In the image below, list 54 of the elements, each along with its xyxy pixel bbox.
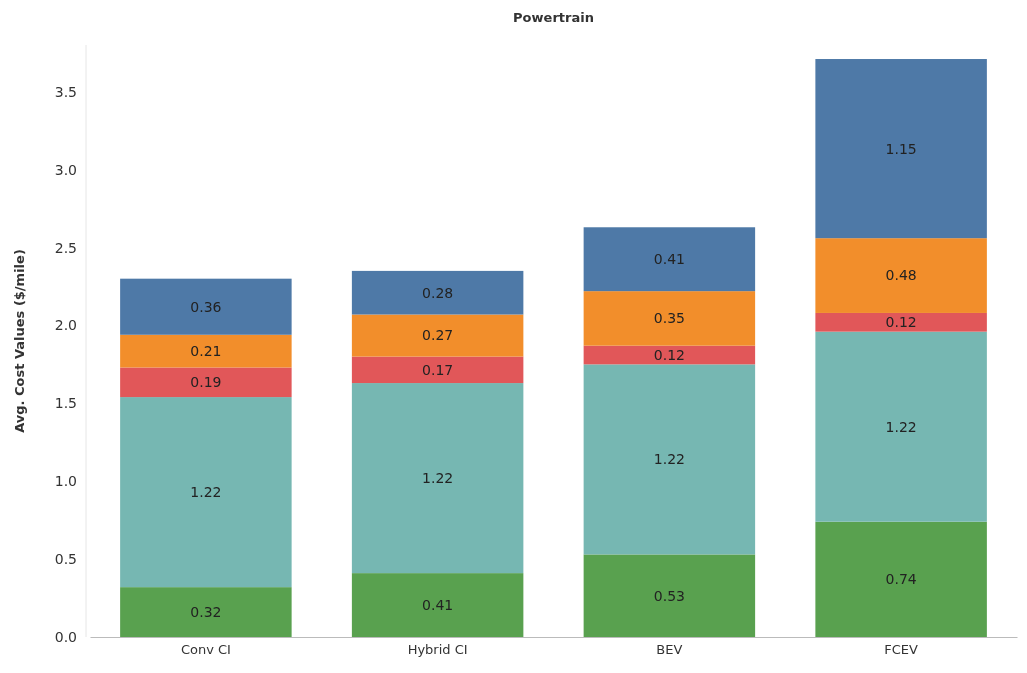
data-label: 1.22 — [190, 484, 222, 501]
bar — [815, 59, 987, 239]
data-label: 0.48 — [885, 267, 917, 284]
data-label: 1.22 — [422, 469, 454, 486]
bar — [351, 573, 524, 637]
bar — [120, 587, 292, 637]
y-tick-label: 0.0 — [54, 628, 77, 645]
bar — [120, 367, 292, 398]
data-label: 0.27 — [422, 327, 454, 344]
y-tick-label: 2.0 — [54, 317, 77, 334]
data-label: 1.22 — [885, 418, 917, 435]
x-tick-label: Hybrid CI — [407, 642, 468, 658]
chart-title: Powertrain — [513, 10, 594, 25]
bar — [351, 356, 524, 384]
bar — [120, 334, 292, 368]
bar — [815, 521, 987, 637]
y-tick-label: 3.5 — [54, 83, 77, 100]
bar — [583, 291, 756, 346]
bar — [815, 238, 987, 313]
bar — [583, 345, 756, 365]
data-label: 0.12 — [885, 314, 917, 331]
data-label: 0.35 — [653, 310, 685, 327]
x-tick-label: FCEV — [884, 642, 919, 658]
data-label: 0.17 — [422, 361, 454, 378]
data-label: 0.12 — [653, 346, 685, 363]
data-label: 1.15 — [885, 140, 917, 157]
x-tick-label: Conv CI — [180, 642, 231, 658]
y-tick-label: 0.5 — [54, 551, 77, 568]
data-label: 0.28 — [422, 284, 454, 301]
y-tick-label: 3.0 — [54, 161, 77, 178]
bar — [583, 227, 756, 292]
bar — [583, 554, 756, 637]
data-label: 0.32 — [190, 603, 222, 620]
bar — [815, 331, 987, 522]
y-axis-title: Avg. Cost Values ($/mile) — [12, 249, 27, 433]
bar — [120, 397, 292, 588]
x-tick-label: BEV — [656, 642, 683, 658]
bar — [120, 278, 292, 335]
bar — [351, 270, 524, 315]
data-label: 0.41 — [422, 596, 454, 613]
bar — [351, 314, 524, 357]
data-label: 0.19 — [190, 374, 222, 391]
data-label: 0.41 — [653, 251, 685, 268]
y-tick-label: 1.0 — [54, 473, 77, 490]
bar — [815, 312, 987, 332]
y-tick-label: 2.5 — [54, 239, 77, 256]
data-label: 0.53 — [653, 587, 685, 604]
bar — [583, 364, 756, 555]
data-label: 1.22 — [653, 451, 685, 468]
data-label: 0.74 — [885, 571, 917, 588]
data-label: 0.36 — [190, 298, 222, 315]
bar — [351, 383, 524, 574]
data-label: 0.21 — [190, 343, 222, 360]
y-tick-label: 1.5 — [54, 395, 77, 412]
